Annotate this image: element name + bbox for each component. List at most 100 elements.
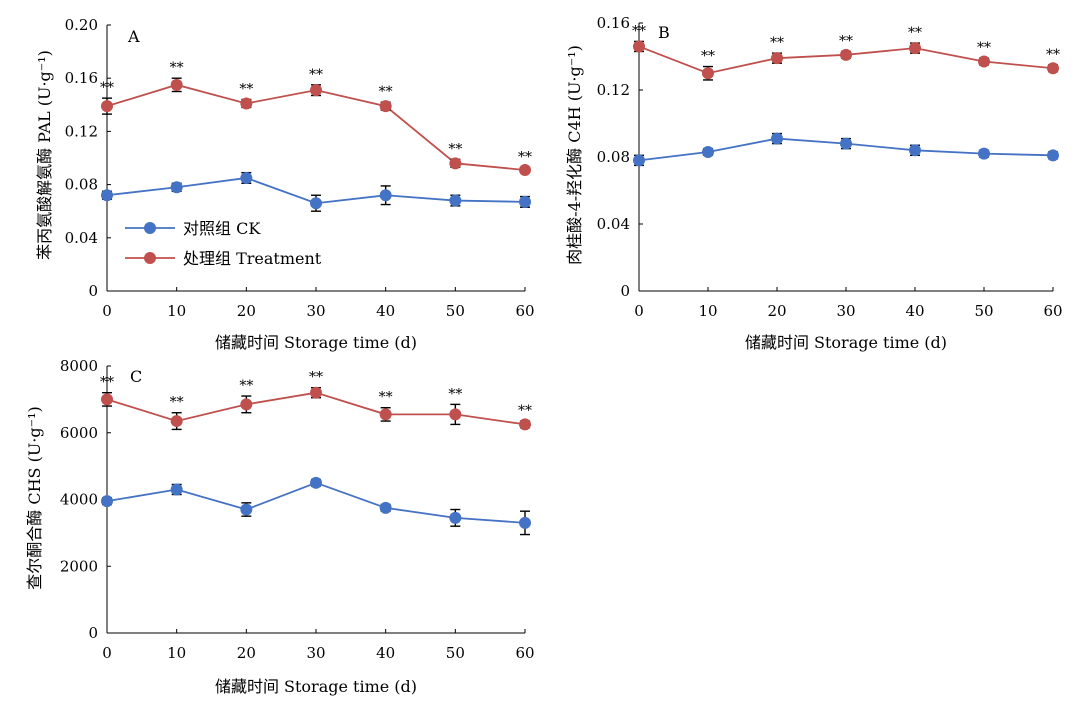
panel-c-y-axis-title: 查尔酮合酶 CHS (U·g⁻¹) [25, 406, 44, 590]
panel-a-x-tick-label: 40 [376, 302, 395, 320]
panel-b-treatment-point [909, 42, 921, 55]
panel-c-significance-mark: ** [309, 370, 323, 386]
panel-b-x-tick-label: 20 [767, 302, 786, 320]
panel-b-significance-mark: ** [839, 33, 853, 49]
panel-c-treatment-point [240, 398, 253, 411]
panel-c-significance-mark: ** [239, 378, 253, 394]
panel-c-x-tick-label: 10 [167, 644, 186, 662]
panel-b-x-tick-label: 50 [974, 302, 993, 320]
panel-b-significance-mark: ** [632, 23, 646, 39]
panel-c-ck-point [519, 516, 531, 529]
panel-c-treatment-point [310, 386, 322, 399]
panel-a-significance-mark: ** [379, 84, 393, 100]
panel-b-ck-point [840, 137, 852, 150]
panel-b-y-tick-label: 0.04 [597, 215, 630, 233]
panel-a-y-tick-label: 0 [88, 282, 98, 300]
panel-c-x-tick-label: 60 [515, 644, 534, 662]
panel-b-y-tick-label: 0 [620, 282, 630, 300]
panel-c-significance-mark: ** [170, 395, 184, 411]
panel-a-x-tick-label: 50 [446, 302, 465, 320]
panel-a-treatment-point [170, 78, 183, 91]
panel-a-treatment-point [310, 84, 322, 97]
panel-b-y-tick-label: 0.16 [597, 14, 630, 32]
panel-c: C 储藏时间 Storage time (d) 查尔酮合酶 CHS (U·g⁻¹… [25, 357, 535, 696]
panel-a-y-tick-label: 0.12 [65, 122, 98, 140]
panel-a-x-tick-label: 0 [102, 302, 112, 320]
panel-c-y-tick-label: 2000 [60, 557, 98, 575]
panel-b-treatment-point [633, 40, 645, 53]
panel-c-x-tick-label: 30 [306, 644, 325, 662]
panel-a-x-tick-label: 60 [515, 302, 534, 320]
panel-b-x-tick-label: 60 [1043, 302, 1062, 320]
panel-b-significance-mark: ** [977, 40, 991, 56]
panel-b-treatment-point [1047, 62, 1059, 75]
panel-a: A 储藏时间 Storage time (d) 苯丙氨酸解氨酶 PAL (U·g… [35, 16, 535, 352]
panel-c-x-axis-title: 储藏时间 Storage time (d) [215, 677, 417, 696]
panel-b-x-axis-title: 储藏时间 Storage time (d) [745, 333, 947, 352]
panel-a-significance-mark: ** [518, 149, 532, 165]
panel-c-treatment-point [101, 393, 113, 406]
legend-ck-label: 对照组 CK [183, 219, 261, 238]
panel-b-treatment-point [771, 52, 783, 65]
panel-a-y-axis-title: 苯丙氨酸解氨酶 PAL (U·g⁻¹) [35, 50, 54, 260]
panel-b-treatment-point [702, 67, 714, 80]
panel-c-ck-point [449, 511, 462, 524]
panel-a-treatment-point [519, 163, 531, 176]
panel-c-significance-mark: ** [518, 403, 532, 419]
panel-b-x-tick-label: 0 [634, 302, 644, 320]
panel-c-x-tick-label: 50 [446, 644, 465, 662]
panel-a-significance-mark: ** [309, 67, 323, 83]
panel-a-treatment-point [449, 157, 462, 170]
panel-b: B 储藏时间 Storage time (d) 肉桂酸-4-羟化酶 C4H (U… [565, 14, 1063, 352]
panel-c-treatment-point [379, 408, 392, 421]
panel-a-y-tick-label: 0.08 [65, 176, 98, 194]
panel-b-x-tick-label: 10 [698, 302, 717, 320]
panel-c-significance-mark: ** [448, 386, 462, 402]
panel-c-y-tick-label: 4000 [60, 491, 98, 509]
panel-b-significance-mark: ** [908, 25, 922, 41]
panel-c-x-tick-label: 40 [376, 644, 395, 662]
panel-b-significance-mark: ** [701, 49, 715, 65]
panel-b-ck-point [978, 147, 990, 160]
panel-b-ck-point [633, 154, 645, 167]
panel-c-ck-point [101, 495, 113, 508]
panel-a-y-tick-label: 0.20 [65, 16, 98, 34]
panel-b-x-tick-label: 30 [836, 302, 855, 320]
panel-b-y-tick-label: 0.08 [597, 148, 630, 166]
panel-b-x-tick-label: 40 [905, 302, 924, 320]
panel-a-significance-mark: ** [239, 81, 253, 97]
panel-c-ck-point [379, 501, 392, 514]
panel-a-x-tick-label: 10 [167, 302, 186, 320]
panel-a-ck-point [101, 189, 113, 202]
panel-c-treatment-point [170, 415, 183, 428]
panel-a-treatment-point [379, 100, 392, 113]
panel-a-x-tick-label: 30 [306, 302, 325, 320]
panel-a-significance-mark: ** [170, 60, 184, 76]
panel-b-significance-mark: ** [770, 35, 784, 51]
panel-b-treatment-point [978, 55, 990, 68]
panel-c-y-tick-label: 0 [88, 624, 98, 642]
panel-b-y-tick-label: 0.12 [597, 81, 630, 99]
panel-a-ck-point [379, 189, 392, 202]
panel-c-significance-mark: ** [100, 375, 114, 391]
panel-b-ck-point [909, 144, 921, 157]
panel-b-ck-point [1047, 149, 1059, 162]
panel-c-x-tick-label: 20 [237, 644, 256, 662]
legend: 对照组 CK 处理组 Treatment [125, 219, 322, 268]
panel-a-treatment-point [240, 97, 253, 110]
panel-a-y-tick-label: 0.04 [65, 229, 98, 247]
panel-b-y-axis-title: 肉桂酸-4-羟化酶 C4H (U·g⁻¹) [565, 45, 584, 265]
panel-b-significance-mark: ** [1046, 47, 1060, 63]
panel-b-treatment-point [840, 48, 852, 61]
legend-ck-marker [144, 222, 156, 234]
panel-a-ck-point [449, 194, 462, 207]
panel-a-y-tick-label: 0.16 [65, 69, 98, 87]
panel-b-ck-point [771, 132, 783, 145]
panel-c-ck-point [240, 503, 253, 516]
legend-treatment-marker [144, 252, 156, 264]
panel-a-ck-point [519, 195, 531, 208]
panel-a-significance-mark: ** [100, 80, 114, 96]
panel-c-treatment-point [519, 418, 531, 431]
panel-c-significance-mark: ** [379, 390, 393, 406]
